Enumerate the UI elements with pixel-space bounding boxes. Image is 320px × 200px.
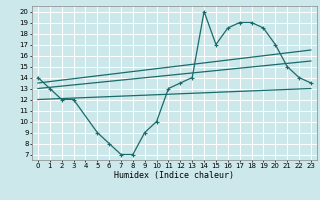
X-axis label: Humidex (Indice chaleur): Humidex (Indice chaleur) <box>115 171 234 180</box>
